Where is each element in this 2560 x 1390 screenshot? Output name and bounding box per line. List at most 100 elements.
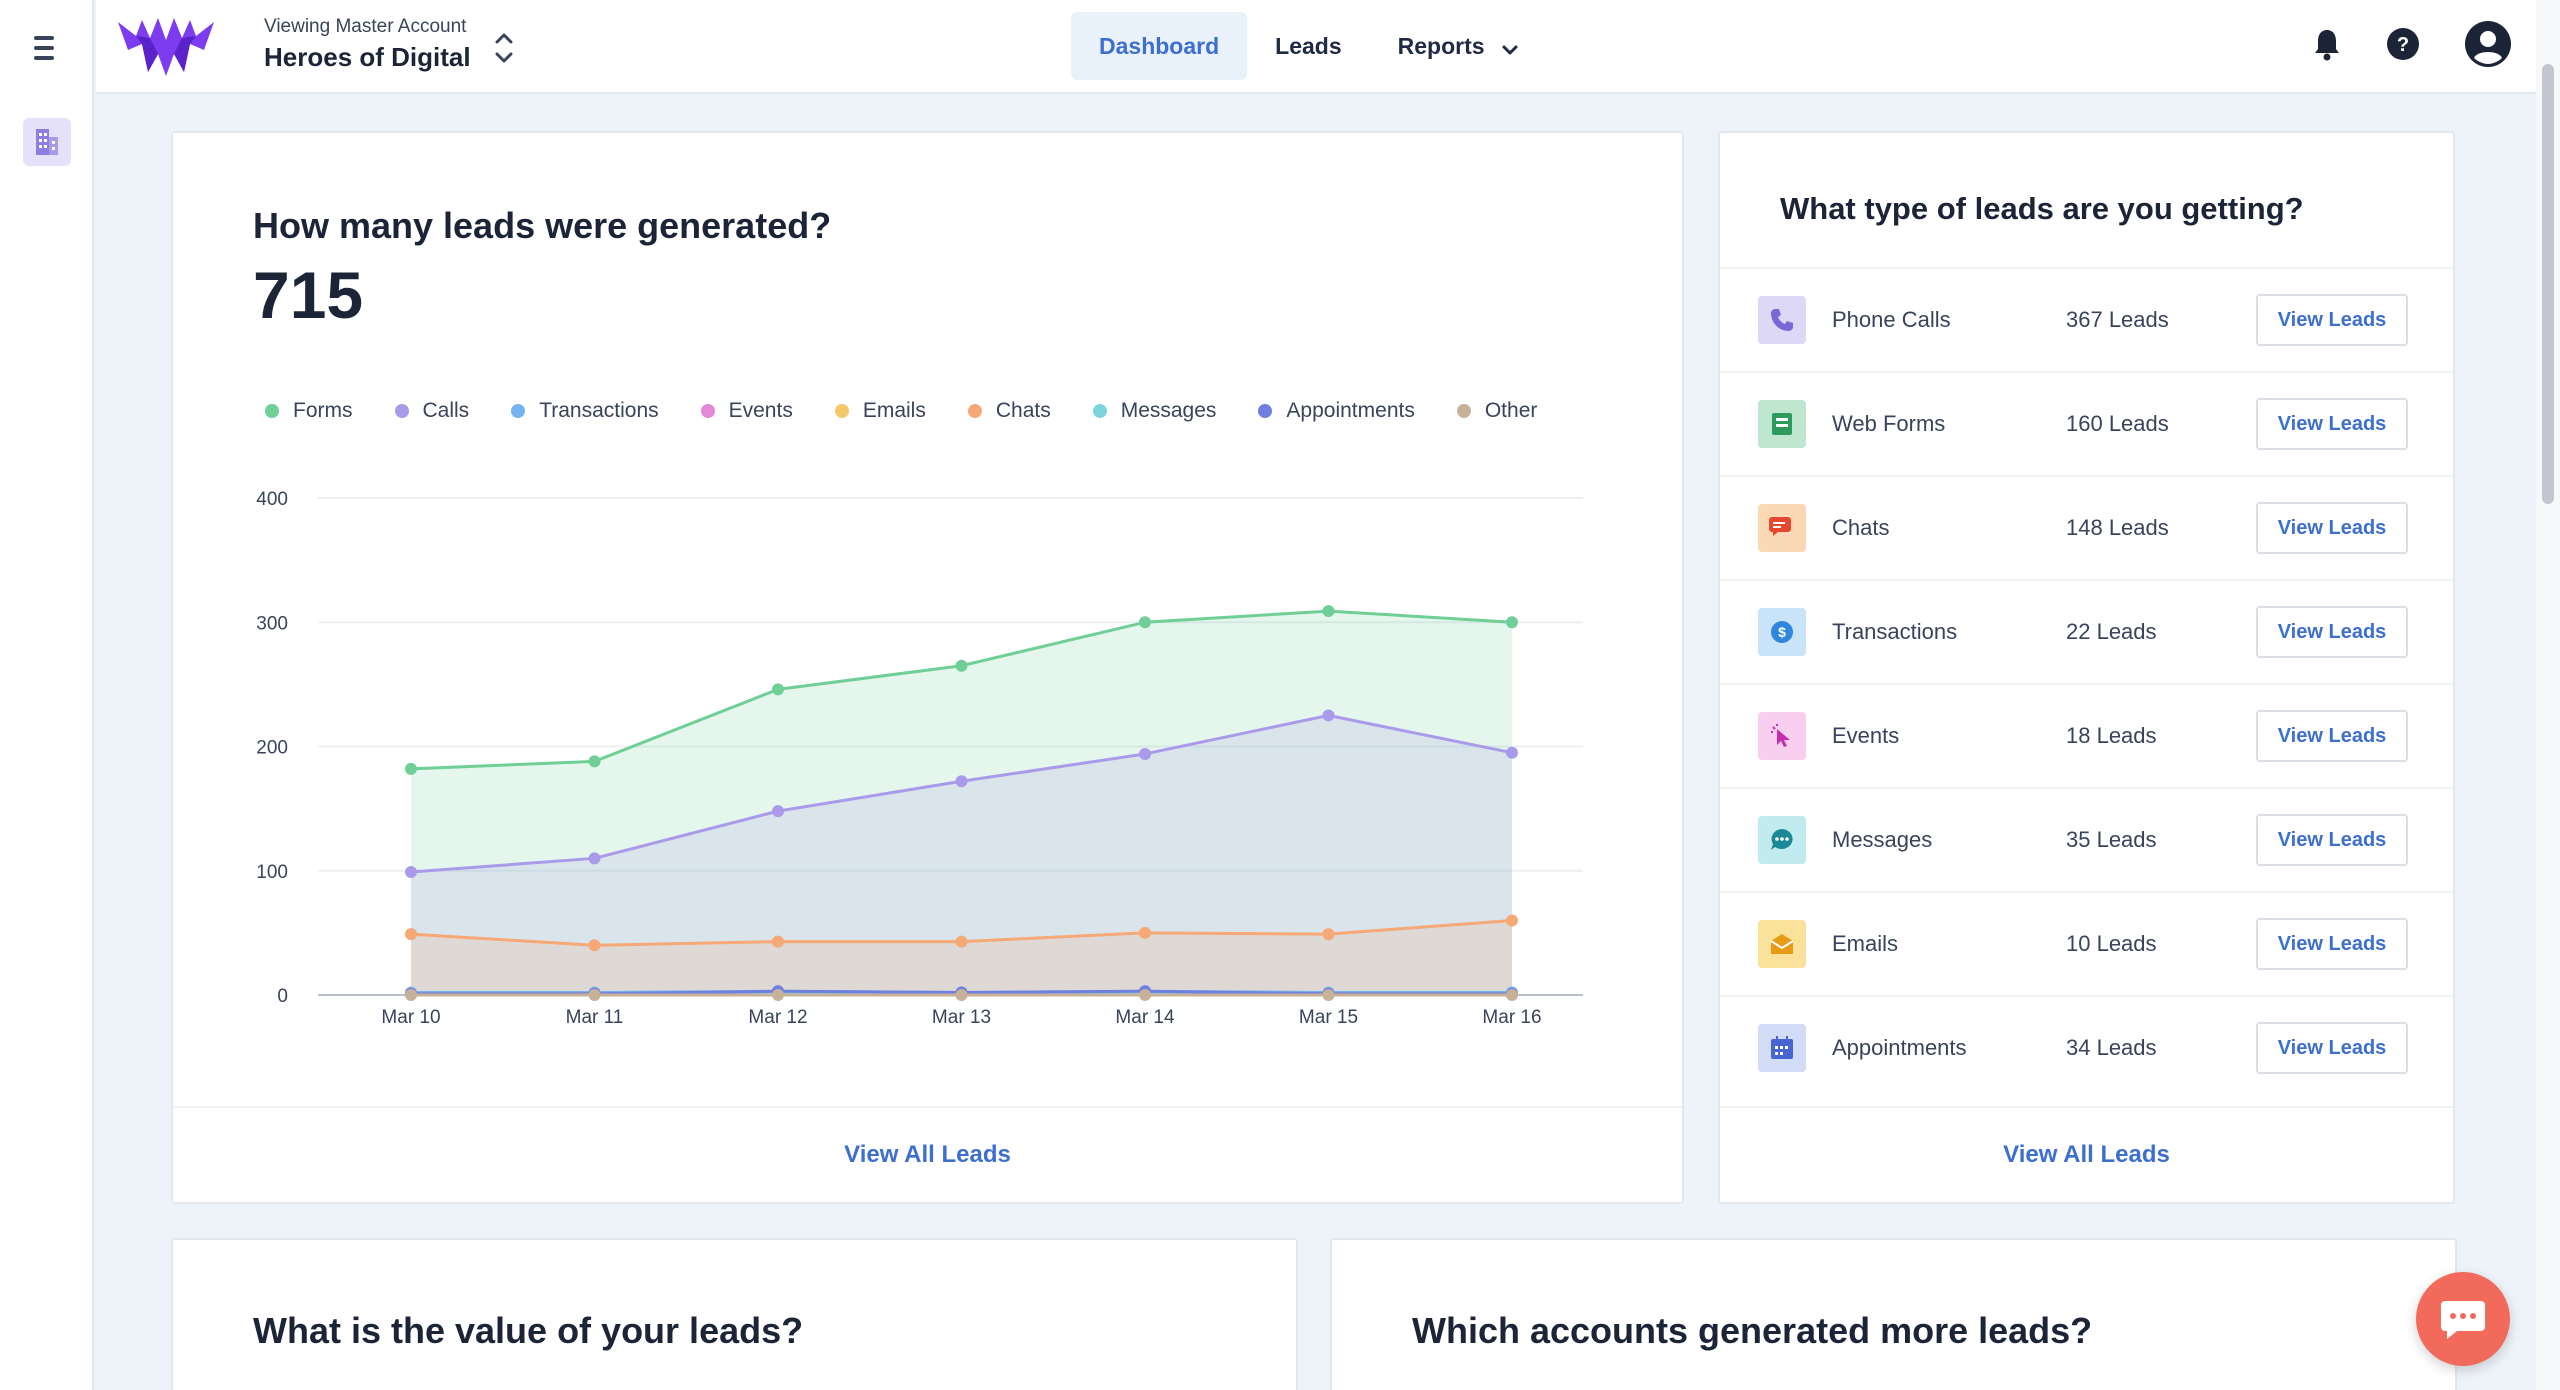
tab-dashboard[interactable]: Dashboard (1071, 12, 1248, 80)
data-point-chats (405, 928, 417, 941)
scrollbar-thumb[interactable] (2542, 64, 2554, 504)
legend-swatch (700, 404, 715, 418)
legend-swatch (834, 404, 849, 418)
y-tick-label: 300 (256, 613, 288, 634)
data-point-forms (955, 659, 968, 672)
svg-text:?: ? (2397, 34, 2409, 56)
legend-item-transactions[interactable]: Transactions (511, 399, 659, 423)
view-leads-button-appointments[interactable]: View Leads (2256, 1022, 2408, 1074)
legend-label: Appointments (1286, 399, 1415, 422)
lead-type-row: Chats 148 Leads View Leads (1720, 475, 2453, 579)
lead-types-card: What type of leads are you getting? Phon… (1718, 131, 2455, 1204)
data-point-forms (772, 683, 784, 696)
bell-icon[interactable] (2312, 27, 2342, 61)
data-point-other (772, 989, 784, 1001)
legend-item-other[interactable]: Other (1456, 399, 1537, 423)
account-switcher[interactable]: Viewing Master Account Heroes of Digital (264, 16, 471, 73)
lead-type-label-web-forms: Web Forms (1832, 411, 1946, 436)
view-leads-button-phone-calls[interactable]: View Leads (2256, 294, 2408, 346)
data-point-other (1139, 989, 1151, 1001)
lead-type-count-transactions: 22 Leads (2066, 619, 2157, 644)
y-tick-label: 400 (256, 489, 288, 510)
x-tick-label: Mar 11 (566, 1007, 624, 1028)
legend-swatch (967, 404, 982, 418)
legend-swatch (1258, 404, 1273, 418)
x-tick-label: Mar 14 (1115, 1007, 1175, 1028)
view-leads-button-transactions[interactable]: View Leads (2256, 606, 2408, 658)
legend-label: Forms (293, 399, 353, 422)
lead-type-count-events: 18 Leads (2066, 723, 2157, 748)
data-point-other (405, 989, 417, 1001)
legend-label: Events (728, 399, 793, 422)
tab-leads[interactable]: Leads (1275, 33, 1342, 59)
lead-type-count-phone-calls: 367 Leads (2066, 307, 2169, 332)
legend-item-appointments[interactable]: Appointments (1258, 399, 1415, 423)
view-all-leads-link[interactable]: View All Leads (2003, 1141, 2170, 1168)
lead-type-label-appointments: Appointments (1832, 1035, 1967, 1060)
brand-logo[interactable] (112, 10, 220, 80)
lead-type-count-web-forms: 160 Leads (2066, 411, 2169, 436)
data-point-chats (955, 935, 968, 948)
message-icon (1758, 816, 1806, 864)
dollar-icon: $ (1758, 608, 1806, 656)
legend-item-emails[interactable]: Emails (834, 399, 926, 423)
series-area-forms (411, 611, 1512, 995)
left-rail (0, 0, 94, 1390)
data-point-forms (405, 762, 417, 775)
chat-icon (1758, 504, 1806, 552)
lead-type-row: Appointments 34 Leads View Leads (1720, 995, 2453, 1099)
view-leads-button-web-forms[interactable]: View Leads (2256, 398, 2408, 450)
lead-type-label-messages: Messages (1832, 827, 1933, 852)
lead-types-title: What type of leads are you getting? (1780, 191, 2304, 226)
chevron-updown-icon[interactable] (492, 26, 516, 70)
view-leads-button-emails[interactable]: View Leads (2256, 918, 2408, 970)
main-card-footer: View All Leads (173, 1106, 1682, 1202)
building-icon[interactable] (23, 118, 71, 166)
y-tick-label: 100 (256, 862, 288, 883)
series-area-chats (411, 920, 1512, 995)
user-icon[interactable] (2464, 20, 2512, 68)
legend-swatch (1092, 404, 1107, 418)
legend-swatch (1456, 404, 1471, 418)
chat-bubble-icon (2441, 1301, 2485, 1339)
data-point-forms (1322, 605, 1335, 618)
view-leads-button-events[interactable]: View Leads (2256, 710, 2408, 762)
lead-type-row: Messages 35 Leads View Leads (1720, 787, 2453, 891)
lead-type-count-emails: 10 Leads (2066, 931, 2157, 956)
legend-item-chats[interactable]: Chats (967, 399, 1051, 423)
page-scrollbar[interactable] (2536, 0, 2560, 1390)
y-tick-label: 0 (277, 986, 288, 1007)
data-point-calls (405, 865, 417, 878)
lead-type-count-chats: 148 Leads (2066, 515, 2169, 540)
data-point-chats (1506, 914, 1518, 927)
data-point-other (1322, 989, 1335, 1001)
data-point-calls (955, 775, 968, 788)
legend-swatch (394, 404, 409, 418)
help-icon[interactable]: ? (2386, 27, 2420, 61)
lead-type-count-appointments: 34 Leads (2066, 1035, 2157, 1060)
legend-label: Messages (1120, 399, 1217, 422)
chat-support-button[interactable] (2416, 1272, 2510, 1366)
leads-generated-card: How many leads were generated? 715 Forms… (171, 131, 1684, 1204)
leads-area-chart: 0 100 200 300 400 Mar 10 Mar 11 Mar 12 Mar 13 Mar… (256, 489, 1583, 1028)
tab-reports-label: Reports (1397, 33, 1485, 59)
data-point-chats (588, 939, 601, 952)
lead-type-row: Events 18 Leads View Leads (1720, 683, 2453, 787)
legend-swatch (511, 404, 526, 418)
legend-item-messages[interactable]: Messages (1092, 399, 1217, 423)
legend-item-calls[interactable]: Calls (394, 399, 469, 423)
lead-value-card: What is the value of your leads? (171, 1238, 1298, 1390)
hamburger-menu-icon[interactable] (28, 30, 66, 64)
x-tick-label: Mar 12 (748, 1007, 807, 1028)
legend-label: Emails (862, 399, 926, 422)
data-point-other (1506, 989, 1518, 1001)
view-leads-button-messages[interactable]: View Leads (2256, 814, 2408, 866)
calendar-icon (1758, 1024, 1806, 1072)
legend-item-events[interactable]: Events (700, 399, 793, 423)
view-leads-button-chats[interactable]: View Leads (2256, 502, 2408, 554)
view-all-leads-link[interactable]: View All Leads (844, 1141, 1011, 1168)
legend-item-forms[interactable]: Forms (265, 399, 353, 423)
tab-reports[interactable]: Reports (1370, 12, 1547, 80)
data-point-chats (772, 935, 784, 948)
lead-type-label-emails: Emails (1832, 931, 1899, 956)
